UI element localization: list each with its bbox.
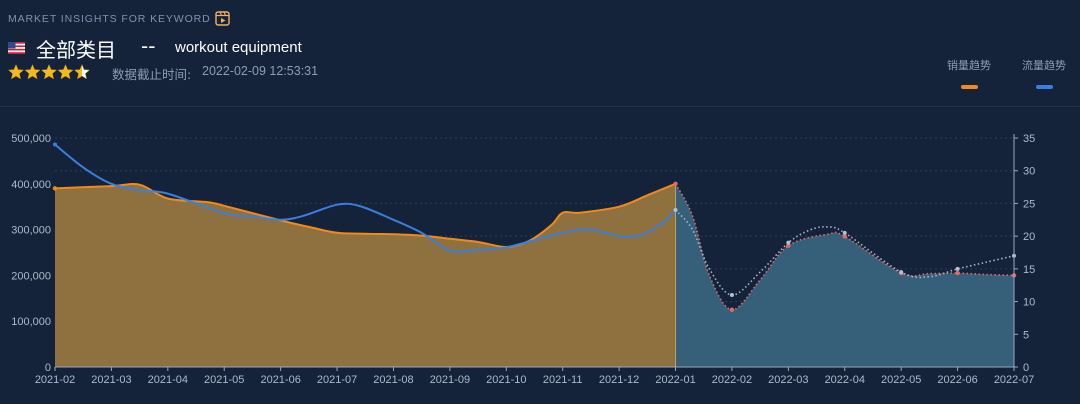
- x-tick-label: 2022-07: [994, 374, 1034, 386]
- x-tick-label: 2021-04: [148, 374, 188, 386]
- x-tick-label: 2022-01: [655, 374, 695, 386]
- x-tick-label: 2022-05: [881, 374, 921, 386]
- traffic-data-point: [673, 207, 678, 212]
- y-right-tick-label: 10: [1023, 297, 1035, 309]
- y-right-tick-label: 30: [1023, 166, 1035, 178]
- header-divider: [0, 106, 1080, 107]
- sales-data-point: [673, 181, 678, 186]
- sales-data-point: [786, 243, 791, 248]
- y-left-tick-label: 400,000: [11, 179, 51, 191]
- y-right-tick-label: 35: [1023, 133, 1035, 145]
- sales-data-point: [52, 186, 58, 191]
- legend-label-traffic: 流量趋势: [1022, 59, 1066, 72]
- report-kicker: MARKET INSIGHTS FOR KEYWORD: [8, 13, 211, 25]
- y-left-tick-label: 0: [45, 362, 51, 374]
- rating-star-icon: [57, 64, 74, 80]
- rating-star-icon: [73, 64, 90, 80]
- x-tick-label: 2022-06: [937, 374, 977, 386]
- legend-item-sales[interactable]: 销量趋势: [947, 57, 991, 89]
- legend-label-sales: 销量趋势: [947, 59, 991, 72]
- traffic-data-point: [955, 266, 960, 271]
- data-cutoff-label: 数据截止时间:: [112, 67, 192, 82]
- category-title: 全部类目: [36, 38, 116, 62]
- legend-swatch-traffic: [1035, 85, 1053, 89]
- y-right-tick-label: 25: [1023, 198, 1035, 210]
- x-tick-label: 2021-11: [543, 374, 583, 386]
- traffic-forecast-line: [674, 209, 1015, 296]
- x-tick-label: 2021-05: [204, 374, 244, 386]
- traffic-data-point: [842, 230, 847, 235]
- x-tick-label: 2022-04: [825, 374, 865, 386]
- y-right-tick-label: 5: [1023, 329, 1029, 341]
- traffic-data-point: [786, 240, 791, 245]
- sales-data-point: [729, 307, 735, 312]
- x-tick-label: 2021-02: [35, 374, 75, 386]
- legend-swatch-sales: [960, 85, 978, 89]
- data-cutoff-timestamp: 2022-02-09 12:53:31: [202, 64, 319, 78]
- sales-data-point: [955, 270, 960, 276]
- x-tick-label: 2022-03: [768, 374, 808, 386]
- x-tick-label: 2021-07: [317, 374, 357, 386]
- x-tick-label: 2021-09: [430, 374, 470, 386]
- traffic-data-point: [53, 142, 57, 147]
- sales-forecast-area: [675, 183, 1014, 367]
- y-left-tick-label: 500,000: [11, 133, 51, 145]
- x-tick-label: 2021-08: [373, 374, 413, 386]
- rating-star-icon: [24, 64, 41, 80]
- x-tick-label: 2021-03: [91, 374, 131, 386]
- x-tick-label: 2021-10: [486, 374, 526, 386]
- sales-data-point: [842, 234, 847, 239]
- x-tick-label: 2021-12: [599, 374, 639, 386]
- rating-star-icon: [40, 64, 58, 80]
- us-flag-icon: [8, 42, 25, 54]
- y-left-tick-label: 100,000: [11, 316, 51, 328]
- x-tick-label: 2022-02: [712, 374, 752, 386]
- sales-forecast-line: [674, 183, 1015, 311]
- y-right-tick-label: 15: [1023, 264, 1035, 276]
- y-right-tick-label: 20: [1023, 231, 1035, 243]
- y-right-tick-label: 0: [1023, 362, 1029, 374]
- traffic-data-point: [729, 293, 734, 298]
- keyword-title: workout equipment: [175, 39, 302, 56]
- chart-header: MARKET INSIGHTS FOR KEYWORD 全部类目 -- work…: [0, 0, 1080, 106]
- y-left-tick-label: 300,000: [11, 225, 51, 237]
- legend-item-traffic[interactable]: 流量趋势: [1022, 57, 1066, 89]
- title-separator: --: [141, 34, 156, 58]
- traffic-data-point: [899, 270, 904, 275]
- video-play-icon[interactable]: [215, 11, 230, 26]
- y-left-tick-label: 200,000: [11, 270, 51, 282]
- traffic-trend-line: [54, 143, 677, 253]
- x-tick-label: 2021-06: [260, 374, 300, 386]
- rating-stars: [8, 64, 90, 80]
- sales-history-area: [55, 183, 676, 367]
- rating-star-icon: [8, 64, 25, 80]
